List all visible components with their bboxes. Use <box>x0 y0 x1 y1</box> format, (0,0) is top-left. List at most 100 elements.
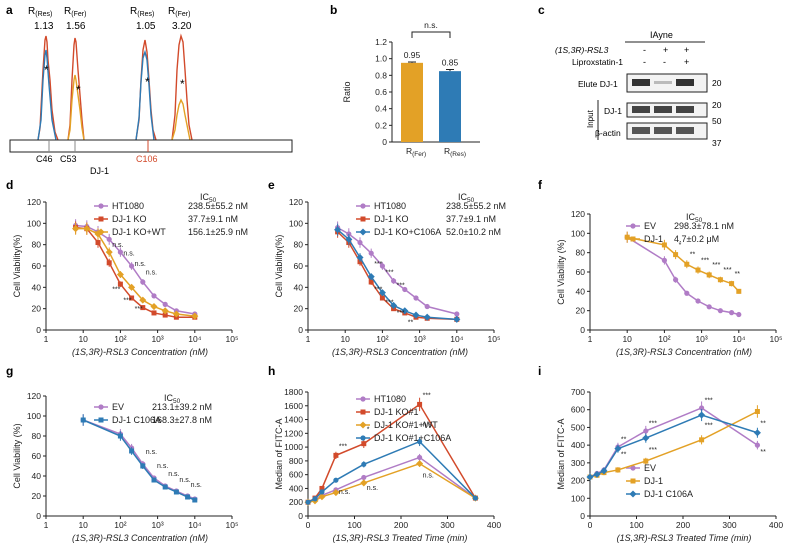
data-point <box>361 474 367 481</box>
band <box>632 79 650 86</box>
x-tick-label: 10² <box>114 520 126 530</box>
y-tick-label: 80 <box>32 431 42 441</box>
x-axis-label: (1S,3R)-RSL3 Concentration (nM) <box>332 347 468 357</box>
significance-label: n.s. <box>135 261 146 268</box>
series-line <box>307 456 476 503</box>
significance-label: *** <box>374 287 382 294</box>
data-point <box>699 437 705 443</box>
data-point <box>401 307 409 315</box>
y-axis-label: Cell Viability (%) <box>12 423 22 488</box>
column-header: IAyne <box>650 30 673 40</box>
chart-i: 0 100 200 300 400 500 600 700 0 100 200 300 400 (1S,3… <box>556 387 783 543</box>
significance-label: ** <box>408 320 414 327</box>
x-tick-label: 300 <box>722 520 736 530</box>
y-tick-label: 40 <box>576 286 586 296</box>
data-point <box>367 273 375 281</box>
significance-label: *** <box>374 261 382 268</box>
sign: - <box>643 57 646 67</box>
site-label-c106: C106 <box>136 154 158 164</box>
series-line <box>337 226 457 315</box>
data-point <box>417 454 423 461</box>
ratio-name: R <box>130 6 137 17</box>
y-tick-label: 700 <box>571 387 585 397</box>
chart-g: 0 20 40 60 80 100 120 1 10 10² 10³ 10⁴ 10⁵ (1S,3R)-RS… <box>12 391 238 543</box>
x-tick-label: 10³ <box>695 334 707 344</box>
x-tick-label: 10⁵ <box>226 520 239 530</box>
data-point <box>416 460 424 468</box>
legend-label: DJ-1 KO <box>374 214 409 224</box>
significance-label: *** <box>701 257 709 264</box>
data-point <box>128 283 136 291</box>
peak-fer-c106-light <box>171 98 191 141</box>
data-point <box>173 489 179 495</box>
legend-label: HT1080 <box>112 201 144 211</box>
y-tick-label: 200 <box>571 476 585 486</box>
ratio-value: 1.05 <box>136 21 156 32</box>
y-axis-label: Median of FITC-A <box>556 418 566 489</box>
legend-label: DJ-1 KO#1+WT <box>374 420 438 430</box>
x-tick-label: 10 <box>340 334 350 344</box>
data-point <box>390 278 397 284</box>
mw-marker: 50 <box>712 116 722 126</box>
panel-c: c IAyne (1S,3R)-RSL3 Liproxstatin-1 - + … <box>538 3 722 148</box>
significance-label: ** <box>735 271 741 278</box>
y-tick-label: 100 <box>289 218 303 228</box>
data-point <box>684 290 690 296</box>
peak-star-4: * <box>180 77 185 91</box>
data-point <box>334 226 342 234</box>
ic50-value: 238.5±55.2 nM <box>446 201 506 211</box>
significance-label: * <box>367 426 370 433</box>
band <box>654 81 672 84</box>
significance-label: *** <box>339 443 347 450</box>
y-tick-label: 0 <box>580 511 585 521</box>
y-tick-label: 0.4 <box>375 104 387 114</box>
y-tick-label: 40 <box>32 282 42 292</box>
panel-label-g: g <box>6 364 13 378</box>
input-label: Input <box>586 109 595 128</box>
peak-res-c106-light <box>135 49 155 141</box>
band <box>654 106 672 113</box>
x-tick-label: 10⁴ <box>450 334 463 344</box>
y-tick-label: 1400 <box>284 415 303 425</box>
site-label-c46: C46 <box>36 154 53 164</box>
mw-marker: 20 <box>712 78 722 88</box>
y-tick-label: 200 <box>289 497 303 507</box>
significance-label: ** <box>621 437 627 444</box>
x-axis-label: (1S,3R)-RSL3 Concentration (nM) <box>72 533 208 543</box>
data-point <box>754 442 761 448</box>
series-line <box>82 419 196 500</box>
data-point <box>614 445 622 453</box>
legend-label: DJ-1 KO#1 <box>374 407 419 417</box>
y-tick-label: 600 <box>289 470 303 480</box>
ic50-value: 298.3±78.1 nM <box>674 221 734 231</box>
site-label-c53: C53 <box>60 154 77 164</box>
data-point <box>97 228 105 236</box>
data-point <box>318 493 326 501</box>
data-point <box>117 249 123 255</box>
band <box>676 79 694 86</box>
significance-label: ** <box>621 452 627 459</box>
data-point <box>695 298 701 304</box>
svg-text:R(Fer): R(Fer) <box>64 6 86 18</box>
significance-label: *** <box>135 306 143 313</box>
significance-label: n.s. <box>339 489 350 496</box>
significance-label: n.s. <box>157 463 168 470</box>
sign: + <box>684 45 689 55</box>
significance-label: *** <box>385 299 393 306</box>
series-line <box>589 407 758 478</box>
series-line <box>82 419 196 501</box>
data-point <box>117 281 123 287</box>
data-point <box>379 295 385 301</box>
y-tick-label: 0.2 <box>375 120 387 130</box>
band <box>654 127 672 134</box>
x-tick-label: 1 <box>588 334 593 344</box>
data-point <box>360 396 366 402</box>
x-tick-label: 10⁵ <box>226 334 239 344</box>
data-point <box>319 485 325 491</box>
data-point <box>83 225 91 233</box>
x-tick-label: 10 <box>78 334 88 344</box>
data-point <box>98 417 104 423</box>
bar-value-label: 0.85 <box>442 58 459 68</box>
data-point <box>117 433 123 439</box>
x-tick-label: R(Fer) <box>406 146 426 158</box>
